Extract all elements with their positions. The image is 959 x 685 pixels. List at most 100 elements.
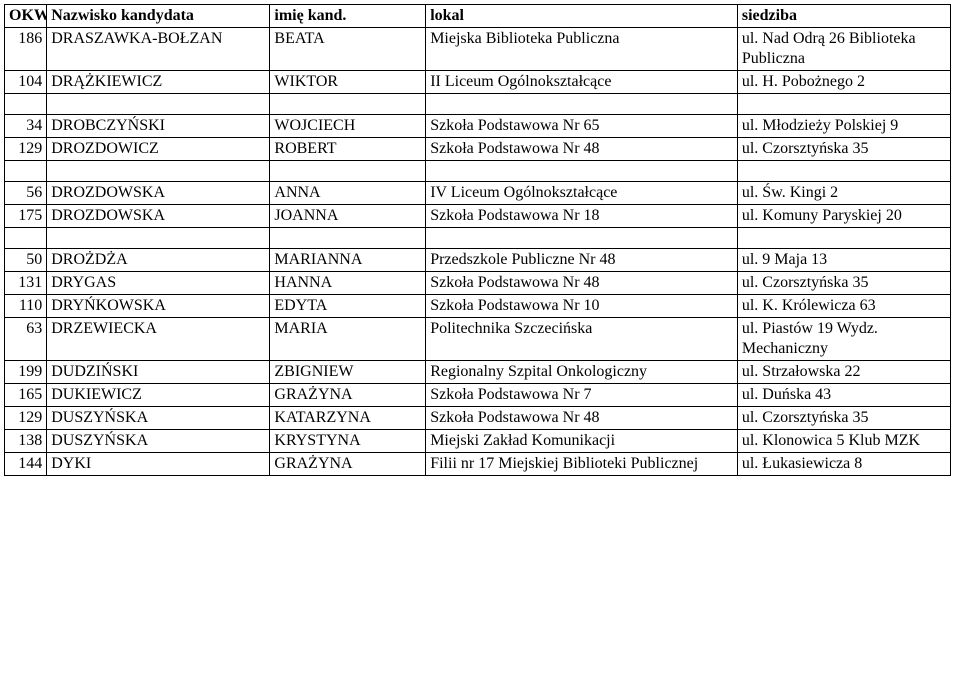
cell-imie: MARIA [270, 318, 426, 361]
cell-lokal: Przedszkole Publiczne Nr 48 [426, 249, 738, 272]
cell-nazwisko: DRASZAWKA-BOŁZAN [47, 28, 270, 71]
cell-okw: 138 [5, 430, 47, 453]
col-header-siedziba: siedziba [737, 5, 950, 28]
table-row: 175DROZDOWSKAJOANNASzkoła Podstawowa Nr … [5, 205, 951, 228]
table-row: 129DROZDOWICZROBERTSzkoła Podstawowa Nr … [5, 138, 951, 161]
cell-imie: WOJCIECH [270, 115, 426, 138]
candidates-table: OKW Nazwisko kandydata imię kand. lokal … [4, 4, 951, 476]
table-row: 104DRĄŻKIEWICZWIKTORII Liceum Ogólnokszt… [5, 71, 951, 94]
table-row: 138DUSZYŃSKAKRYSTYNAMiejski Zakład Komun… [5, 430, 951, 453]
table-row: 110DRYŃKOWSKAEDYTASzkoła Podstawowa Nr 1… [5, 295, 951, 318]
cell-imie: ANNA [270, 182, 426, 205]
cell-siedziba: ul. Św. Kingi 2 [737, 182, 950, 205]
spacer-cell [47, 94, 270, 115]
table-row: 129DUSZYŃSKAKATARZYNASzkoła Podstawowa N… [5, 407, 951, 430]
cell-okw: 165 [5, 384, 47, 407]
cell-okw: 110 [5, 295, 47, 318]
col-header-lokal: lokal [426, 5, 738, 28]
spacer-cell [270, 94, 426, 115]
spacer-cell [47, 161, 270, 182]
spacer-cell [426, 161, 738, 182]
cell-siedziba: ul. Nad Odrą 26 Biblioteka Publiczna [737, 28, 950, 71]
cell-lokal: Miejski Zakład Komunikacji [426, 430, 738, 453]
col-header-imie: imię kand. [270, 5, 426, 28]
document-page: OKW Nazwisko kandydata imię kand. lokal … [0, 0, 959, 484]
cell-imie: EDYTA [270, 295, 426, 318]
cell-nazwisko: DROŻDŻA [47, 249, 270, 272]
cell-lokal: Filii nr 17 Miejskiej Biblioteki Publicz… [426, 453, 738, 476]
cell-siedziba: ul. Czorsztyńska 35 [737, 407, 950, 430]
cell-lokal: Szkoła Podstawowa Nr 48 [426, 407, 738, 430]
cell-lokal: Szkoła Podstawowa Nr 48 [426, 138, 738, 161]
cell-siedziba: ul. Czorsztyńska 35 [737, 272, 950, 295]
cell-okw: 144 [5, 453, 47, 476]
cell-siedziba: ul. 9 Maja 13 [737, 249, 950, 272]
table-row: 165DUKIEWICZGRAŻYNASzkoła Podstawowa Nr … [5, 384, 951, 407]
cell-nazwisko: DUKIEWICZ [47, 384, 270, 407]
col-header-nazwisko: Nazwisko kandydata [47, 5, 270, 28]
spacer-cell [737, 94, 950, 115]
cell-lokal: Szkoła Podstawowa Nr 48 [426, 272, 738, 295]
cell-siedziba: ul. Łukasiewicza 8 [737, 453, 950, 476]
table-row: 199DUDZIŃSKIZBIGNIEWRegionalny Szpital O… [5, 361, 951, 384]
cell-nazwisko: DROZDOWICZ [47, 138, 270, 161]
spacer-row [5, 228, 951, 249]
cell-siedziba: ul. Komuny Paryskiej 20 [737, 205, 950, 228]
spacer-cell [5, 94, 47, 115]
spacer-cell [270, 161, 426, 182]
cell-nazwisko: DROBCZYŃSKI [47, 115, 270, 138]
cell-lokal: II Liceum Ogólnokształcące [426, 71, 738, 94]
cell-lokal: Regionalny Szpital Onkologiczny [426, 361, 738, 384]
cell-okw: 63 [5, 318, 47, 361]
cell-imie: KATARZYNA [270, 407, 426, 430]
cell-lokal: Szkoła Podstawowa Nr 7 [426, 384, 738, 407]
cell-imie: KRYSTYNA [270, 430, 426, 453]
cell-okw: 129 [5, 407, 47, 430]
cell-siedziba: ul. Czorsztyńska 35 [737, 138, 950, 161]
cell-lokal: Szkoła Podstawowa Nr 18 [426, 205, 738, 228]
cell-imie: ZBIGNIEW [270, 361, 426, 384]
table-row: 56DROZDOWSKAANNAIV Liceum Ogólnokształcą… [5, 182, 951, 205]
cell-nazwisko: DRĄŻKIEWICZ [47, 71, 270, 94]
table-body: 186DRASZAWKA-BOŁZANBEATAMiejska Bibliote… [5, 28, 951, 476]
spacer-cell [737, 161, 950, 182]
cell-nazwisko: DUSZYŃSKA [47, 430, 270, 453]
cell-nazwisko: DROZDOWSKA [47, 205, 270, 228]
cell-okw: 34 [5, 115, 47, 138]
cell-imie: BEATA [270, 28, 426, 71]
col-header-okw: OKW [5, 5, 47, 28]
spacer-cell [737, 228, 950, 249]
cell-siedziba: ul. K. Królewicza 63 [737, 295, 950, 318]
cell-siedziba: ul. Piastów 19 Wydz. Mechaniczny [737, 318, 950, 361]
cell-okw: 186 [5, 28, 47, 71]
cell-nazwisko: DRYGAS [47, 272, 270, 295]
cell-siedziba: ul. Klonowica 5 Klub MZK [737, 430, 950, 453]
spacer-row [5, 94, 951, 115]
cell-nazwisko: DROZDOWSKA [47, 182, 270, 205]
cell-okw: 56 [5, 182, 47, 205]
cell-siedziba: ul. Strzałowska 22 [737, 361, 950, 384]
cell-lokal: Politechnika Szczecińska [426, 318, 738, 361]
cell-nazwisko: DUSZYŃSKA [47, 407, 270, 430]
cell-imie: WIKTOR [270, 71, 426, 94]
cell-imie: GRAŻYNA [270, 384, 426, 407]
spacer-row [5, 161, 951, 182]
spacer-cell [270, 228, 426, 249]
cell-okw: 50 [5, 249, 47, 272]
spacer-cell [5, 228, 47, 249]
spacer-cell [47, 228, 270, 249]
cell-okw: 104 [5, 71, 47, 94]
spacer-cell [5, 161, 47, 182]
cell-lokal: Miejska Biblioteka Publiczna [426, 28, 738, 71]
cell-nazwisko: DYKI [47, 453, 270, 476]
cell-imie: HANNA [270, 272, 426, 295]
cell-siedziba: ul. Młodzieży Polskiej 9 [737, 115, 950, 138]
table-row: 131DRYGASHANNASzkoła Podstawowa Nr 48ul.… [5, 272, 951, 295]
cell-nazwisko: DUDZIŃSKI [47, 361, 270, 384]
table-row: 144DYKIGRAŻYNAFilii nr 17 Miejskiej Bibl… [5, 453, 951, 476]
spacer-cell [426, 228, 738, 249]
table-header-row: OKW Nazwisko kandydata imię kand. lokal … [5, 5, 951, 28]
table-row: 50DROŻDŻAMARIANNAPrzedszkole Publiczne N… [5, 249, 951, 272]
table-row: 63DRZEWIECKAMARIAPolitechnika Szczecińsk… [5, 318, 951, 361]
cell-okw: 175 [5, 205, 47, 228]
